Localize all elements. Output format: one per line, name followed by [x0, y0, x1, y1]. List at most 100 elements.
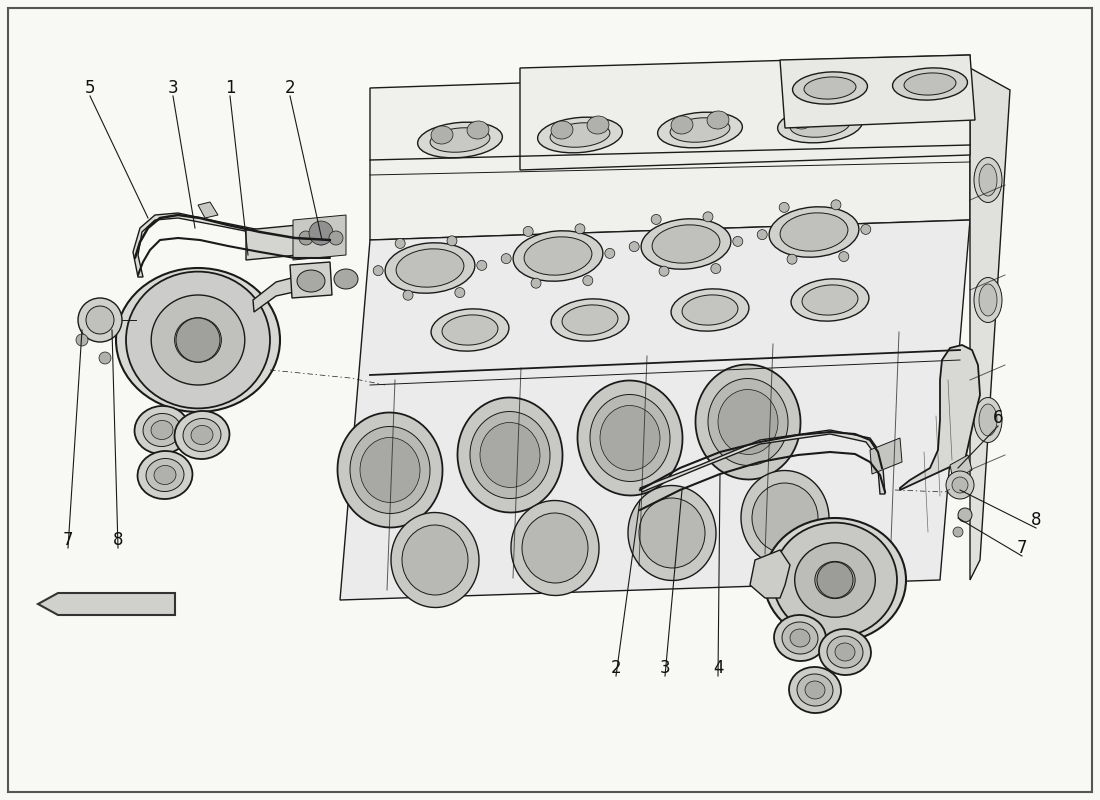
Circle shape: [575, 224, 585, 234]
Polygon shape: [198, 202, 218, 218]
Ellipse shape: [360, 438, 420, 502]
Ellipse shape: [524, 237, 592, 275]
Circle shape: [76, 334, 88, 346]
Ellipse shape: [551, 299, 629, 341]
Ellipse shape: [804, 77, 856, 99]
Ellipse shape: [175, 318, 221, 362]
Circle shape: [629, 242, 639, 252]
Ellipse shape: [550, 122, 609, 147]
Ellipse shape: [385, 242, 475, 294]
Ellipse shape: [143, 414, 182, 446]
Ellipse shape: [752, 483, 818, 553]
Circle shape: [953, 527, 962, 537]
Ellipse shape: [468, 121, 490, 139]
Ellipse shape: [835, 643, 855, 661]
Ellipse shape: [773, 522, 896, 638]
Circle shape: [605, 248, 615, 258]
Ellipse shape: [769, 206, 859, 258]
Circle shape: [86, 306, 114, 334]
Ellipse shape: [974, 398, 1002, 442]
Ellipse shape: [151, 295, 245, 385]
Circle shape: [952, 477, 968, 493]
Ellipse shape: [480, 422, 540, 487]
Ellipse shape: [639, 498, 705, 568]
Polygon shape: [900, 345, 980, 490]
Ellipse shape: [790, 113, 850, 138]
Circle shape: [447, 236, 456, 246]
Circle shape: [757, 230, 767, 240]
Ellipse shape: [670, 118, 730, 142]
Ellipse shape: [600, 406, 660, 470]
Circle shape: [403, 290, 412, 300]
Ellipse shape: [590, 394, 670, 482]
Polygon shape: [246, 225, 298, 260]
Circle shape: [786, 254, 798, 264]
Ellipse shape: [802, 285, 858, 315]
Ellipse shape: [815, 562, 855, 598]
Ellipse shape: [431, 309, 509, 351]
Ellipse shape: [892, 68, 968, 100]
Ellipse shape: [551, 121, 573, 139]
Circle shape: [476, 260, 487, 270]
Ellipse shape: [774, 615, 826, 661]
Circle shape: [583, 275, 593, 286]
Text: 3: 3: [167, 79, 178, 97]
Ellipse shape: [805, 681, 825, 699]
Ellipse shape: [396, 249, 464, 287]
Ellipse shape: [350, 426, 430, 514]
Circle shape: [78, 298, 122, 342]
Ellipse shape: [974, 158, 1002, 202]
Circle shape: [958, 508, 972, 522]
Ellipse shape: [671, 116, 693, 134]
Circle shape: [711, 263, 720, 274]
Polygon shape: [340, 220, 970, 600]
Ellipse shape: [578, 381, 682, 495]
Ellipse shape: [151, 421, 173, 439]
Ellipse shape: [741, 470, 829, 566]
Ellipse shape: [175, 411, 230, 459]
Ellipse shape: [904, 73, 956, 95]
Text: 1: 1: [224, 79, 235, 97]
Ellipse shape: [418, 122, 503, 158]
Ellipse shape: [778, 107, 862, 143]
Ellipse shape: [979, 404, 997, 436]
Polygon shape: [520, 55, 970, 170]
Circle shape: [524, 226, 534, 237]
Ellipse shape: [334, 269, 358, 289]
Ellipse shape: [402, 525, 468, 595]
Ellipse shape: [470, 411, 550, 498]
Circle shape: [314, 231, 328, 245]
Ellipse shape: [764, 518, 906, 642]
Ellipse shape: [116, 268, 280, 412]
Circle shape: [830, 200, 842, 210]
Ellipse shape: [979, 284, 997, 316]
Text: 7: 7: [63, 531, 74, 549]
Ellipse shape: [138, 451, 192, 499]
Polygon shape: [640, 430, 886, 494]
Ellipse shape: [458, 398, 562, 513]
Text: 5: 5: [85, 79, 96, 97]
Text: 7: 7: [1016, 539, 1027, 557]
Ellipse shape: [641, 218, 730, 270]
Text: 4: 4: [713, 659, 724, 677]
Polygon shape: [870, 438, 902, 474]
Circle shape: [861, 224, 871, 234]
Ellipse shape: [587, 116, 609, 134]
Ellipse shape: [562, 305, 618, 335]
Ellipse shape: [538, 117, 623, 153]
Circle shape: [309, 221, 333, 245]
Text: 6: 6: [992, 409, 1003, 427]
Circle shape: [839, 251, 849, 262]
Ellipse shape: [792, 72, 868, 104]
Ellipse shape: [431, 126, 453, 144]
Text: 3: 3: [660, 659, 670, 677]
Ellipse shape: [628, 486, 716, 581]
Polygon shape: [293, 215, 346, 260]
Polygon shape: [290, 262, 332, 298]
Polygon shape: [970, 68, 1010, 580]
Ellipse shape: [979, 164, 997, 196]
Polygon shape: [750, 550, 790, 598]
Ellipse shape: [827, 106, 849, 124]
Ellipse shape: [126, 272, 270, 408]
Circle shape: [659, 266, 669, 276]
